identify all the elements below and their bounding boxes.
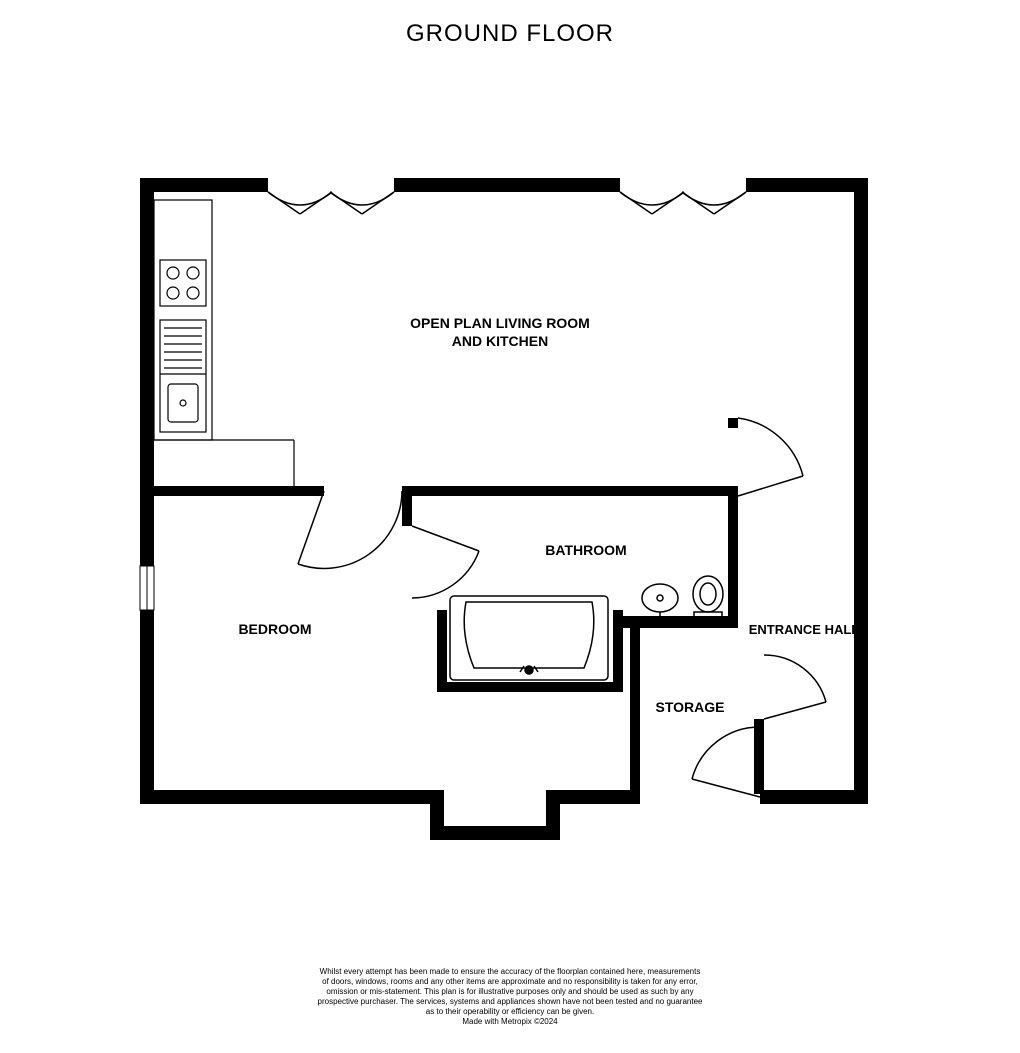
toilet-icon (693, 576, 723, 620)
hob-icon (160, 260, 206, 306)
kitchen (154, 200, 294, 486)
label-living-kitchen-2: AND KITCHEN (452, 333, 548, 349)
interior-walls (150, 486, 764, 794)
bathtub-icon (450, 596, 608, 680)
door-swings (298, 418, 826, 797)
label-entrance-hall: ENTRANCE HALL (749, 622, 860, 637)
disclaimer-line: Whilst every attempt has been made to en… (0, 967, 1020, 977)
disclaimer-line: prospective purchaser. The services, sys… (0, 997, 1020, 1007)
floorplan-svg: OPEN PLAN LIVING ROOM AND KITCHEN BATHRO… (0, 0, 1020, 1053)
disclaimer-line: of doors, windows, rooms and any other i… (0, 977, 1020, 987)
label-storage: STORAGE (656, 699, 725, 715)
window-left (140, 566, 154, 610)
label-living-kitchen-1: OPEN PLAN LIVING ROOM (410, 315, 590, 331)
disclaimer-line: as to their operability or efficiency ca… (0, 1007, 1020, 1017)
disclaimer-line: omission or mis-statement. This plan is … (0, 987, 1020, 997)
disclaimer: Whilst every attempt has been made to en… (0, 967, 1020, 1027)
top-openings (268, 192, 746, 214)
basin-icon (642, 584, 678, 620)
sink-icon (160, 320, 206, 432)
label-bedroom: BEDROOM (238, 621, 311, 637)
label-bathroom: BATHROOM (545, 542, 626, 558)
floorplan-page: GROUND FLOOR (0, 0, 1020, 1053)
disclaimer-line: Made with Metropix ©2024 (0, 1017, 1020, 1027)
